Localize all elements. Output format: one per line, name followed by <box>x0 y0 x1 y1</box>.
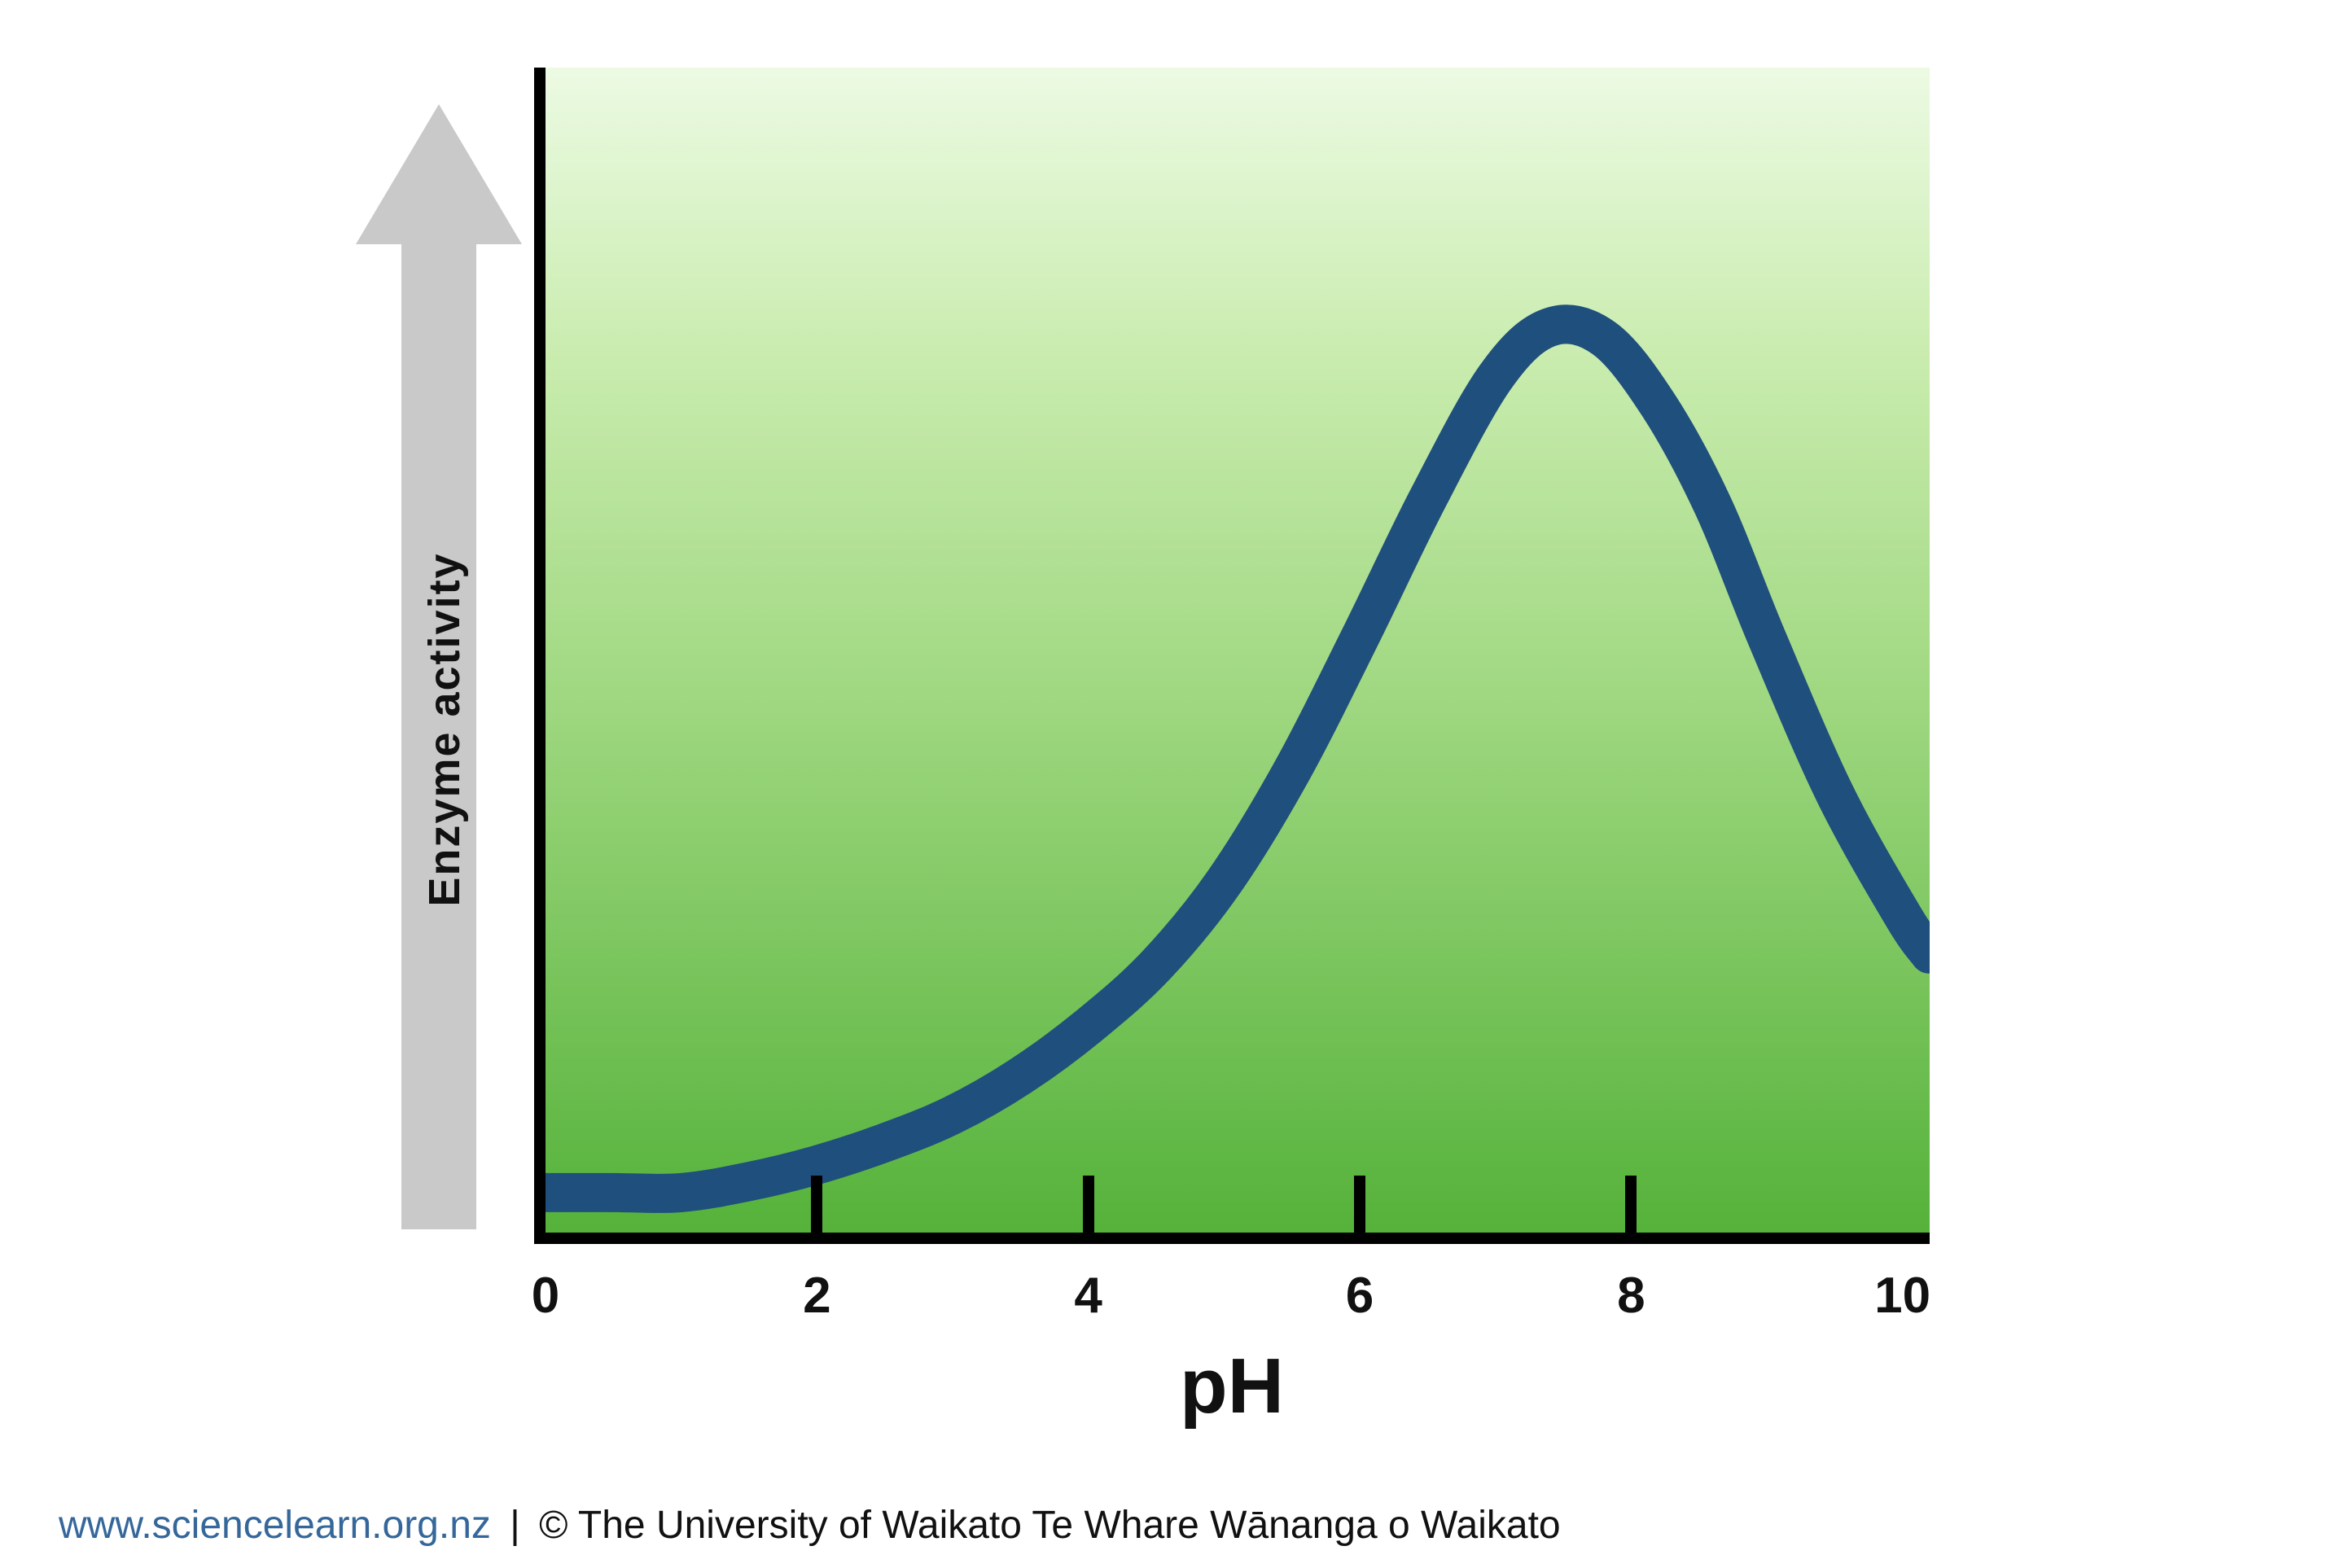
x-axis-tick-labels: 0 2 4 6 8 10 <box>532 1267 1931 1340</box>
x-axis-tick-label: 10 <box>1874 1268 1931 1324</box>
curve-path <box>546 304 1930 1213</box>
enzyme-activity-curve <box>546 304 1930 1213</box>
footer-credit: © The University of Waikato Te Whare Wān… <box>539 1504 1561 1547</box>
x-axis-tick-label: 4 <box>1074 1268 1102 1324</box>
x-axis-tick <box>1625 1176 1637 1233</box>
x-axis-tick-label: 2 <box>803 1268 831 1324</box>
x-axis-tick <box>1082 1176 1094 1233</box>
x-axis-tick <box>811 1176 823 1233</box>
arrow-up-icon <box>356 104 522 244</box>
x-axis-tick <box>1354 1176 1365 1233</box>
x-axis-tick-label: 8 <box>1617 1268 1645 1324</box>
footer-link[interactable]: www.sciencelearn.org.nz <box>59 1504 491 1547</box>
plot-area <box>534 68 1930 1244</box>
footer: www.sciencelearn.org.nz | © The Universi… <box>59 1503 1561 1548</box>
y-axis-label: Enzyme activity <box>420 552 469 907</box>
x-axis-label: pH <box>1180 1342 1284 1430</box>
footer-separator: | <box>510 1504 520 1547</box>
y-axis-arrow-shaft <box>401 241 476 1229</box>
x-axis-tick-label: 0 <box>531 1268 560 1324</box>
x-axis-tick-label: 6 <box>1345 1268 1374 1324</box>
